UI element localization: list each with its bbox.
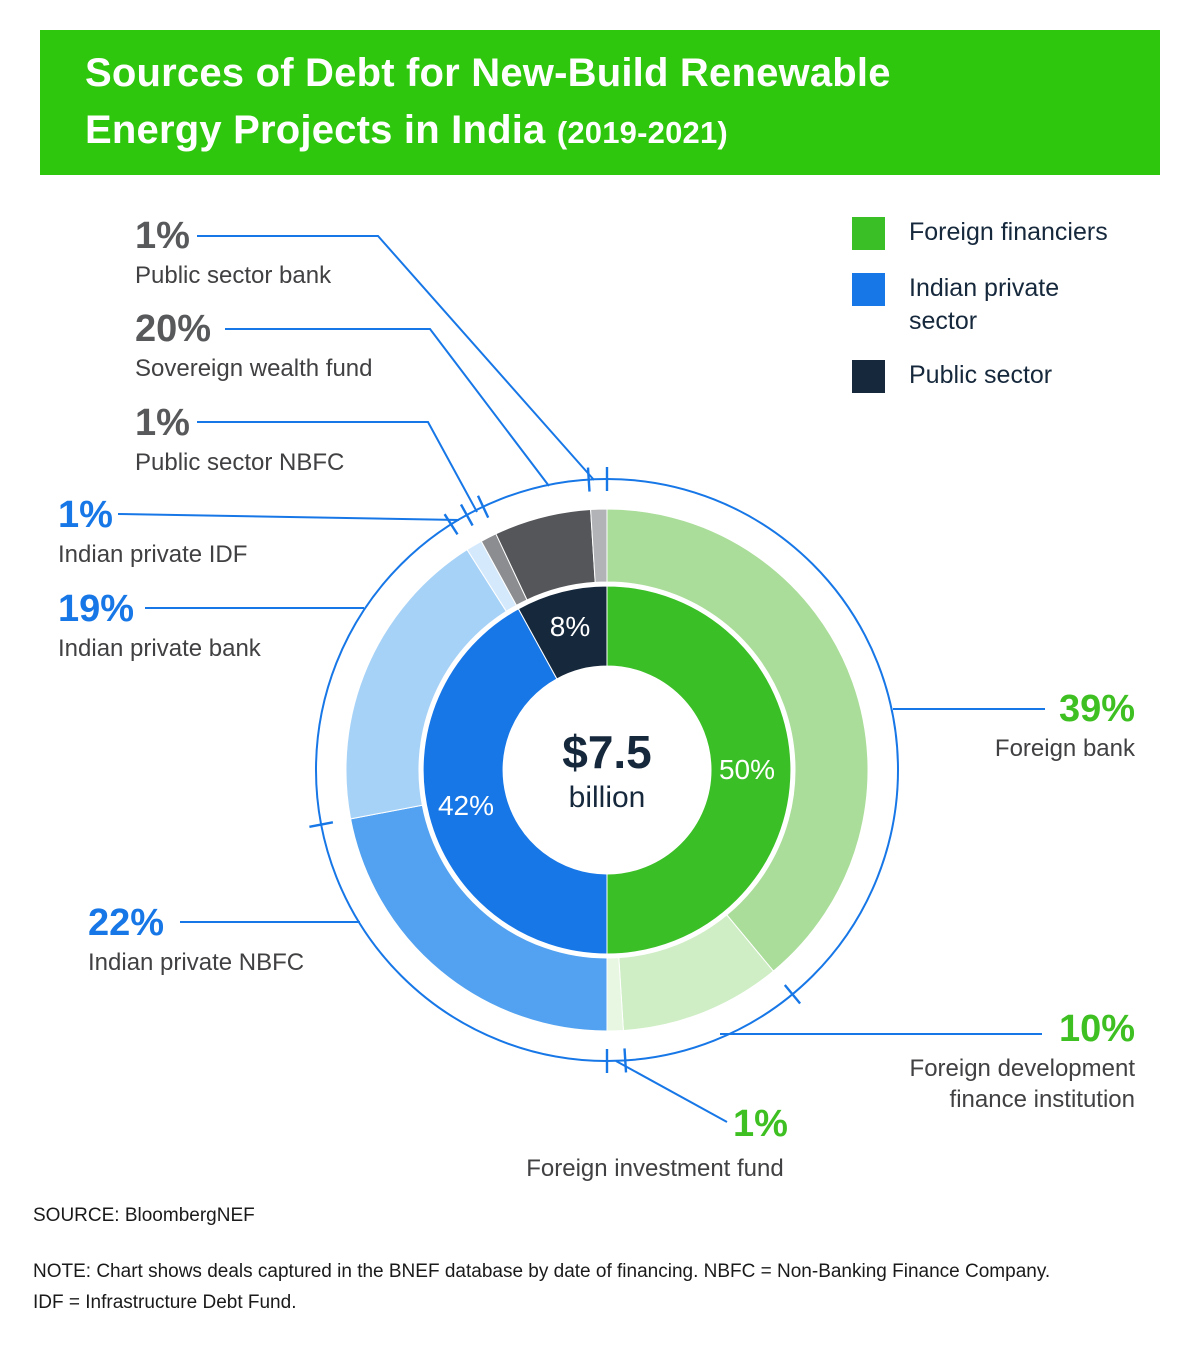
callout-pct-foreign-bank: 39% (1058, 688, 1135, 730)
callout-foreign-investment-fund-pct: 1% (733, 1103, 788, 1145)
callout-label-foreign-dfi: Foreign development finance institution (910, 1053, 1135, 1115)
callout-label-foreign-dfi-line1: Foreign development (909, 1055, 1135, 1082)
legend: Foreign financiers Indian private sector… (852, 216, 1172, 393)
leader-line-indian-private-idf (117, 513, 460, 521)
callout-public-sector-nbfc: 1% Public sector NBFC (135, 402, 344, 478)
callout-pct-public-sector-bank: 1% (135, 215, 190, 257)
chart-title-period: (2019-2021) (556, 114, 728, 150)
legend-swatch-blue (852, 273, 885, 306)
note-block: NOTE: Chart shows deals captured in the … (33, 1256, 1050, 1319)
legend-item-foreign-financiers: Foreign financiers (852, 216, 1172, 250)
note-line1: NOTE: Chart shows deals captured in the … (33, 1261, 1051, 1282)
legend-swatch-navy (852, 360, 885, 393)
callout-label-public-sector-nbfc: Public sector NBFC (135, 449, 345, 476)
outer-segment-foreign-bank (606, 508, 869, 972)
leader-line-public-sector-bank (197, 235, 595, 481)
chart-title: Sources of Debt for New-Build Renewable … (85, 45, 891, 161)
callout-indian-private-idf: 1% Indian private IDF (58, 494, 247, 570)
chart-title-line2: Energy Projects in India (85, 107, 546, 152)
inner-segment-indian-private-sector (422, 608, 608, 955)
callout-label-foreign-investment-fund: Foreign investment fund (526, 1155, 784, 1182)
inner-ring-label-foreign-financiers: 50% (718, 754, 776, 785)
segment-tick (309, 821, 334, 828)
callout-pct-indian-private-nbfc: 22% (88, 902, 165, 944)
note-line2: IDF = Infrastructure Debt Fund. (33, 1292, 297, 1314)
callout-foreign-bank: 39% Foreign bank (995, 688, 1135, 764)
total-unit: billion (568, 781, 646, 814)
leader-line-public-sector-nbfc (197, 421, 478, 513)
callout-label-foreign-dfi-line2: finance institution (949, 1086, 1135, 1114)
callout-foreign-dfi: 10% Foreign development finance institut… (910, 1008, 1135, 1115)
outer-segment-public-sector-bank (590, 508, 608, 583)
callout-label-indian-private-idf: Indian private IDF (58, 541, 248, 568)
callout-label-indian-private-nbfc: Indian private NBFC (88, 949, 305, 976)
callout-sovereign-wealth-fund: 20% Sovereign wealth fund (135, 308, 373, 384)
callout-public-sector-bank: 1% Public sector bank (135, 215, 331, 291)
legend-item-public-sector: Public sector (852, 359, 1172, 393)
callout-pct-public-sector-nbfc: 1% (135, 402, 190, 444)
callout-label-sovereign-wealth-fund: Sovereign wealth fund (135, 355, 373, 382)
inner-segment-foreign-financiers (606, 585, 792, 955)
inner-segment-public-sector (517, 585, 608, 680)
callout-pct-foreign-dfi: 10% (1058, 1008, 1135, 1050)
legend-label-public-sector: Public sector (909, 361, 1053, 389)
center-total: $7.5 billion (562, 725, 652, 815)
callout-label-foreign-bank: Foreign bank (994, 735, 1135, 762)
legend-label-foreign-financiers: Foreign financiers (909, 218, 1108, 246)
leader-line-sovereign-wealth-fund (225, 328, 550, 487)
callout-indian-private-nbfc: 22% Indian private NBFC (88, 902, 304, 978)
leader-line-foreign-investment-fund (615, 1060, 728, 1123)
legend-label-indian-private-sector: Indian private sector (909, 274, 1060, 335)
segment-tick (443, 513, 459, 536)
callout-pct-indian-private-bank: 19% (58, 588, 135, 630)
callout-indian-private-bank: 19% Indian private bank (58, 588, 261, 664)
segment-tick (586, 467, 591, 492)
inner-ring-label-indian-private-sector: 42% (437, 790, 495, 821)
legend-swatch-green (852, 217, 885, 250)
segment-tick (623, 1048, 628, 1073)
inner-ring-label-public-sector: 8% (549, 611, 591, 642)
source-line: SOURCE: BloombergNEF (33, 1205, 255, 1226)
callout-pct-sovereign-wealth-fund: 20% (135, 308, 212, 350)
legend-item-indian-private-sector: Indian private sector (852, 272, 1172, 337)
segment-tick (459, 503, 474, 527)
callout-pct-indian-private-idf: 1% (58, 494, 113, 536)
chart-title-line1: Sources of Debt for New-Build Renewable (85, 50, 891, 95)
segment-tick (783, 984, 802, 1005)
callout-label-public-sector-bank: Public sector bank (135, 262, 332, 289)
segment-tick (476, 495, 490, 519)
callout-pct-foreign-investment-fund: 1% (733, 1103, 788, 1145)
callout-label-indian-private-bank: Indian private bank (58, 635, 261, 662)
callout-foreign-investment-fund: Foreign investment fund (505, 1150, 805, 1184)
chart-title-banner: Sources of Debt for New-Build Renewable … (40, 30, 1160, 175)
total-value: $7.5 (562, 726, 652, 778)
